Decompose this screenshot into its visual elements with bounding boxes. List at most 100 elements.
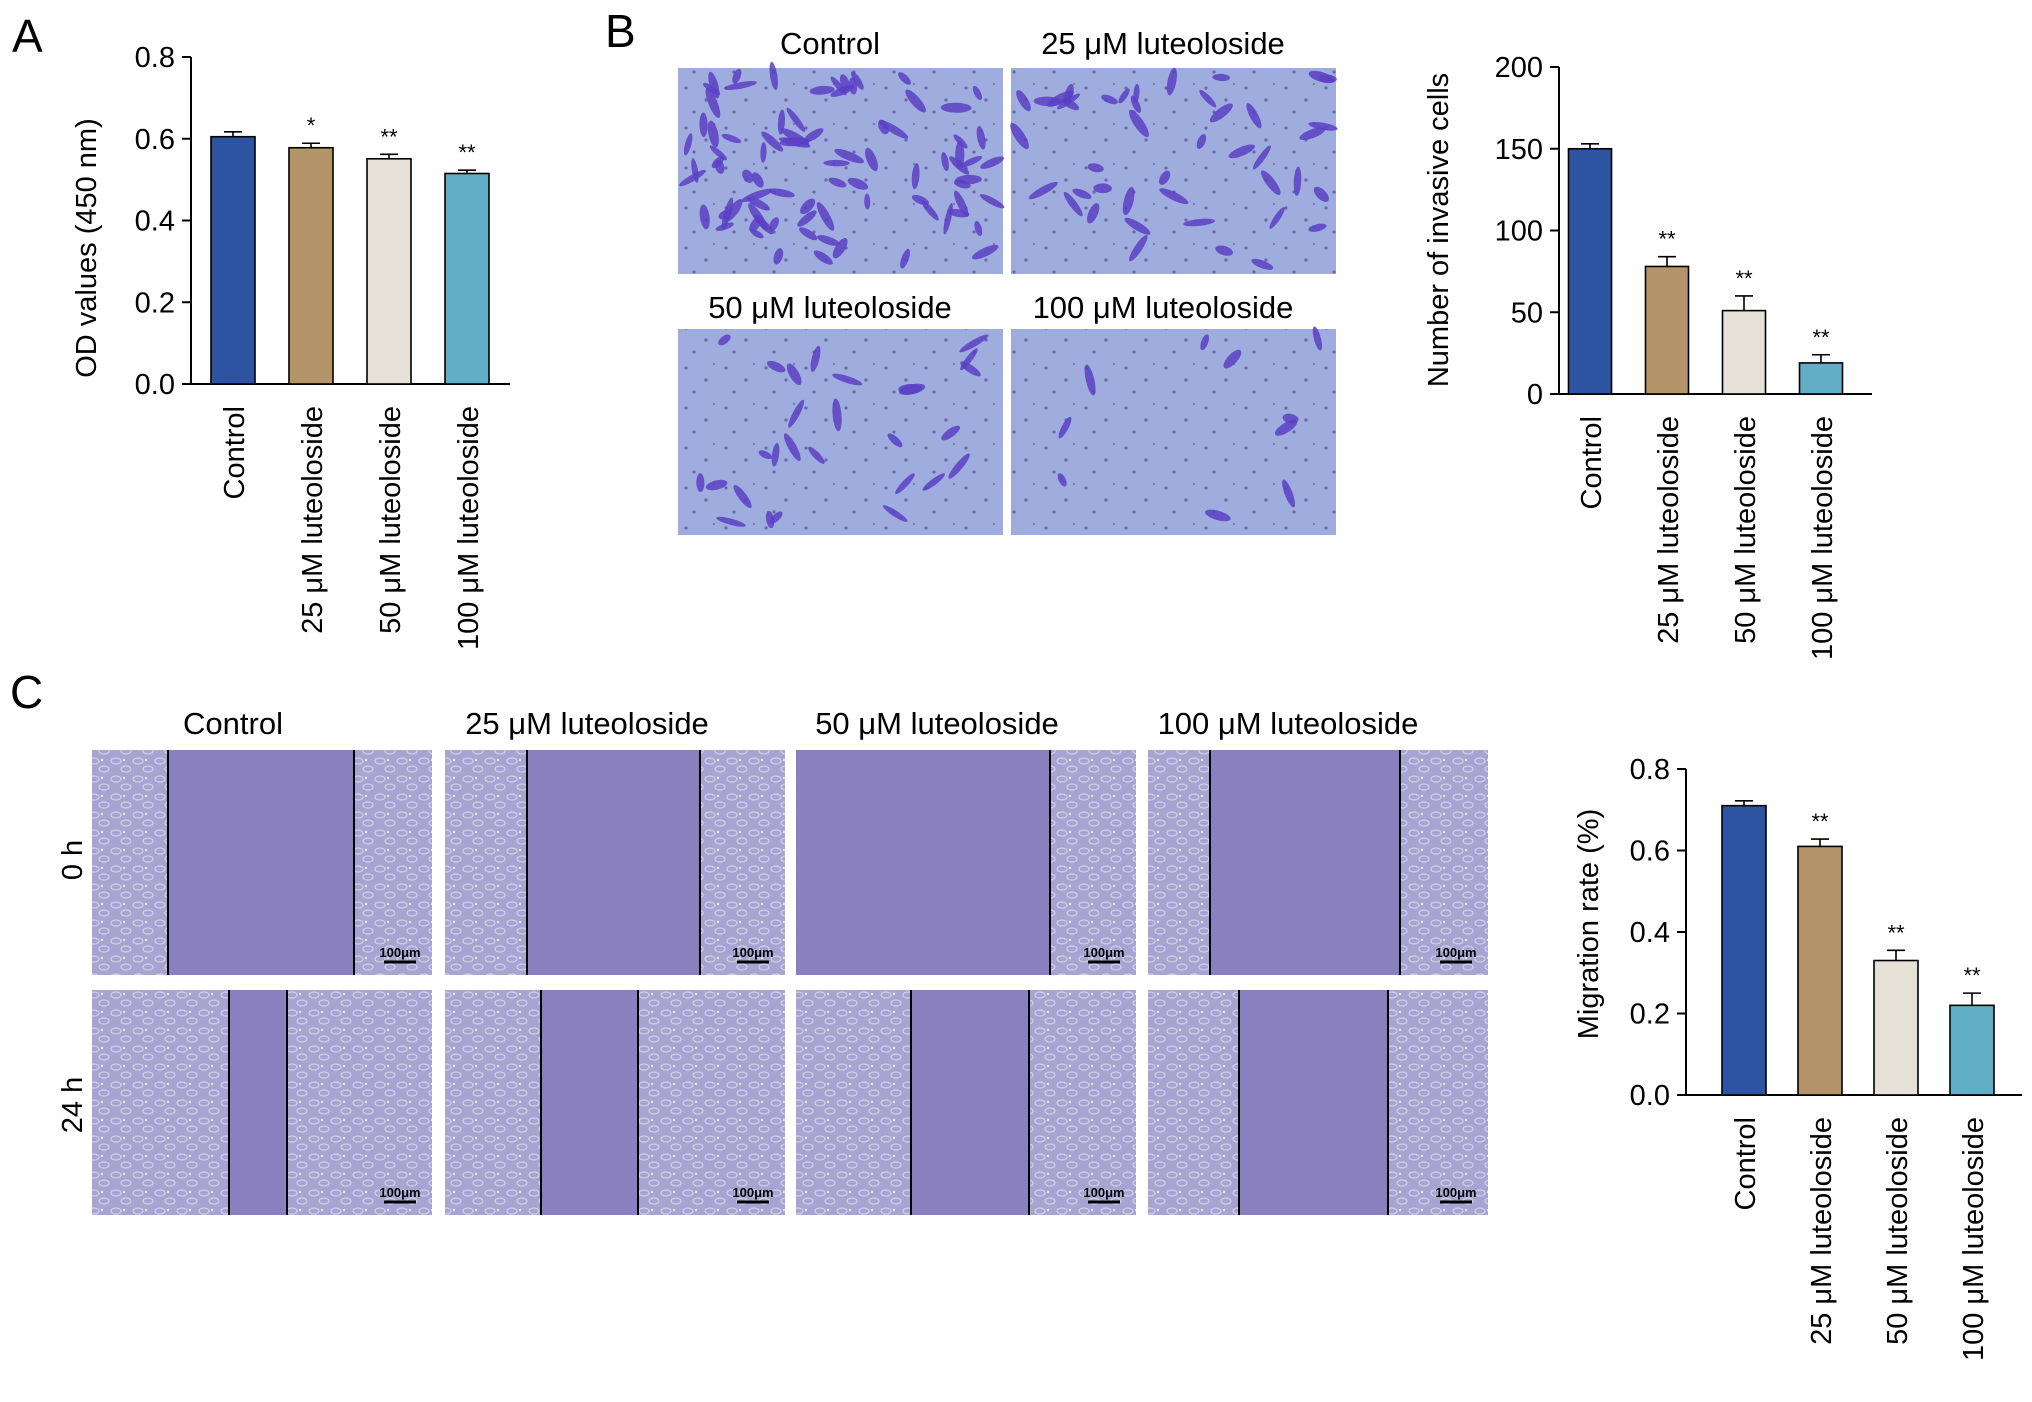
invasive-cell-control: [828, 177, 847, 188]
invasive-cell-50um: [948, 453, 970, 479]
invasive-cell-control: [971, 244, 999, 260]
invasive-cell-25um: [1308, 121, 1338, 131]
chart-a-category-50um: 50 μM luteoloside: [375, 406, 407, 634]
invasive-cell-25um: [1046, 90, 1074, 107]
scale-bar-label-control-0h: 100μm: [379, 945, 420, 960]
chart-c-significance-25um: **: [1811, 809, 1829, 834]
scale-bar-label-25um-24h: 100μm: [732, 1185, 773, 1200]
invasive-cell-control: [699, 112, 708, 138]
invasive-cell-25um: [1087, 163, 1104, 173]
invasive-cell-control: [839, 74, 851, 92]
invasive-cell-control: [768, 188, 795, 198]
invasive-cell-control: [809, 85, 835, 95]
scale-bar-label-50um-24h: 100μm: [1083, 1185, 1124, 1200]
invasive-cell-control: [961, 156, 983, 167]
invasive-cell-25um: [1252, 145, 1271, 170]
invasive-cell-25um: [1159, 188, 1189, 205]
invasive-cell-control: [803, 128, 824, 143]
invasive-cell-control: [724, 81, 757, 91]
chart-c-ytick-label: 0.8: [1630, 754, 1670, 786]
invasive-cell-control: [955, 140, 965, 170]
invasive-cell-control: [974, 220, 983, 237]
invasive-cell-control: [721, 197, 734, 230]
invasive-cell-control: [823, 159, 850, 167]
invasive-cell-25um: [1016, 90, 1031, 112]
invasive-cell-control: [972, 85, 983, 101]
chart-a-significance-50um: **: [380, 124, 398, 149]
wound-title-50um: 50 μM luteoloside: [815, 706, 1059, 741]
scale-bar-label-50um-0h: 100μm: [1083, 945, 1124, 960]
invasive-cell-control: [943, 202, 953, 235]
invasive-cell-control: [980, 156, 1005, 169]
wound-gap-50um-24h: [911, 990, 1029, 1215]
invasive-cell-25um: [1293, 166, 1302, 196]
invasive-cell-stains: [679, 61, 1338, 529]
chart-b-category-25um: 25 μM luteoloside: [1653, 416, 1685, 644]
invasive-cell-100um: [1274, 419, 1298, 436]
invasive-cell-25um: [1130, 95, 1141, 113]
chart-b-category-50um: 50 μM luteoloside: [1730, 416, 1762, 644]
wound-title-100um: 100 μM luteoloside: [1158, 706, 1419, 741]
invasive-cell-25um: [1072, 188, 1092, 200]
invasive-cell-50um: [718, 334, 731, 346]
chart-a-ytick-label: 0.0: [135, 369, 175, 401]
chart-a-ylabel: OD values (450 nm): [71, 118, 103, 378]
micrograph-title-100um: 100 μM luteoloside: [1033, 290, 1294, 325]
chart-a-ytick-label: 0.2: [135, 287, 175, 319]
invasive-cell-control: [905, 89, 926, 113]
invasive-cell-control: [683, 133, 693, 156]
invasive-cell-25um: [1063, 191, 1083, 217]
wound-title-25um: 25 μM luteoloside: [465, 706, 709, 741]
chart-c-bar-100um: [1949, 1004, 1995, 1096]
chart-a-bar-25um: [288, 146, 334, 385]
invasive-cell-control: [732, 68, 742, 84]
invasive-cell-control: [813, 250, 833, 265]
chart-c-migration: Migration rate (%) 0.0 0.2 0.4 0.6 0.8 Contro…: [1573, 754, 2022, 1361]
chart-b-bar-100um: [1798, 362, 1844, 395]
invasive-cell-control: [941, 152, 949, 172]
chart-c-category-25um: 25 μM luteoloside: [1806, 1117, 1838, 1345]
chart-b-ytick-label: 150: [1495, 134, 1543, 166]
invasive-cell-control: [786, 107, 806, 132]
invasive-cell-control: [691, 158, 699, 183]
chart-c-category-100um: 100 μM luteoloside: [1958, 1117, 1990, 1361]
invasive-cell-control: [864, 193, 871, 210]
invasive-cell-25um: [1158, 170, 1171, 185]
invasive-cell-50um: [733, 485, 752, 509]
invasive-cell-control: [832, 238, 848, 259]
scale-bar-label-25um-0h: 100μm: [732, 945, 773, 960]
wound-micrograph-grid: 100μm 100μm 100μm 100μm 100μm 100μm 100μm 100μm: [92, 750, 1488, 1215]
invasive-cell-control: [816, 201, 835, 231]
invasive-cell-100um: [1204, 509, 1231, 522]
micrograph-title-control: Control: [780, 26, 880, 61]
invasive-cell-100um: [1058, 416, 1072, 439]
wound-healing-micrographs: Control 25 μM luteoloside 50 μM luteolos…: [57, 706, 1488, 1215]
chart-c-ytick-label: 0.4: [1630, 917, 1670, 949]
invasive-cell-25um: [1010, 122, 1029, 150]
invasive-cell-25um: [1313, 186, 1329, 202]
chart-a-ytick-label: 0.6: [135, 124, 175, 156]
row-label-0h: 0 h: [57, 840, 89, 880]
chart-a-ytick-label: 0.8: [135, 42, 175, 74]
invasive-cell-25um: [1183, 218, 1215, 227]
invasive-cell-control: [769, 61, 778, 91]
invasive-cell-control: [779, 137, 810, 147]
invasive-cell-25um: [1308, 223, 1327, 232]
wound-gap-50um-0h: [796, 750, 1050, 975]
chart-a-cck8: OD values (450 nm) 0.0 0.2 0.4 0.6 0.8 Contro…: [71, 42, 510, 650]
invasive-cell-50um: [960, 348, 978, 371]
invasive-cell-25um: [1124, 217, 1151, 235]
chart-c-ytick-label: 0.2: [1630, 999, 1670, 1031]
chart-c-bar-25um: [1797, 845, 1843, 1096]
invasive-cell-25um: [1261, 170, 1281, 196]
invasive-cell-control: [773, 248, 784, 265]
invasive-cell-25um: [1101, 94, 1118, 105]
invasive-cell-100um: [1200, 334, 1210, 351]
invasive-cell-50um: [705, 479, 728, 491]
invasive-cell-control: [976, 125, 986, 150]
chart-a-category-25um: 25 μM luteoloside: [297, 406, 329, 634]
chart-a-bar-50um: [366, 157, 412, 385]
invasive-cell-50um: [941, 425, 961, 441]
micrograph-invasion-control: [678, 68, 1003, 274]
invasive-cell-50um: [959, 334, 989, 353]
